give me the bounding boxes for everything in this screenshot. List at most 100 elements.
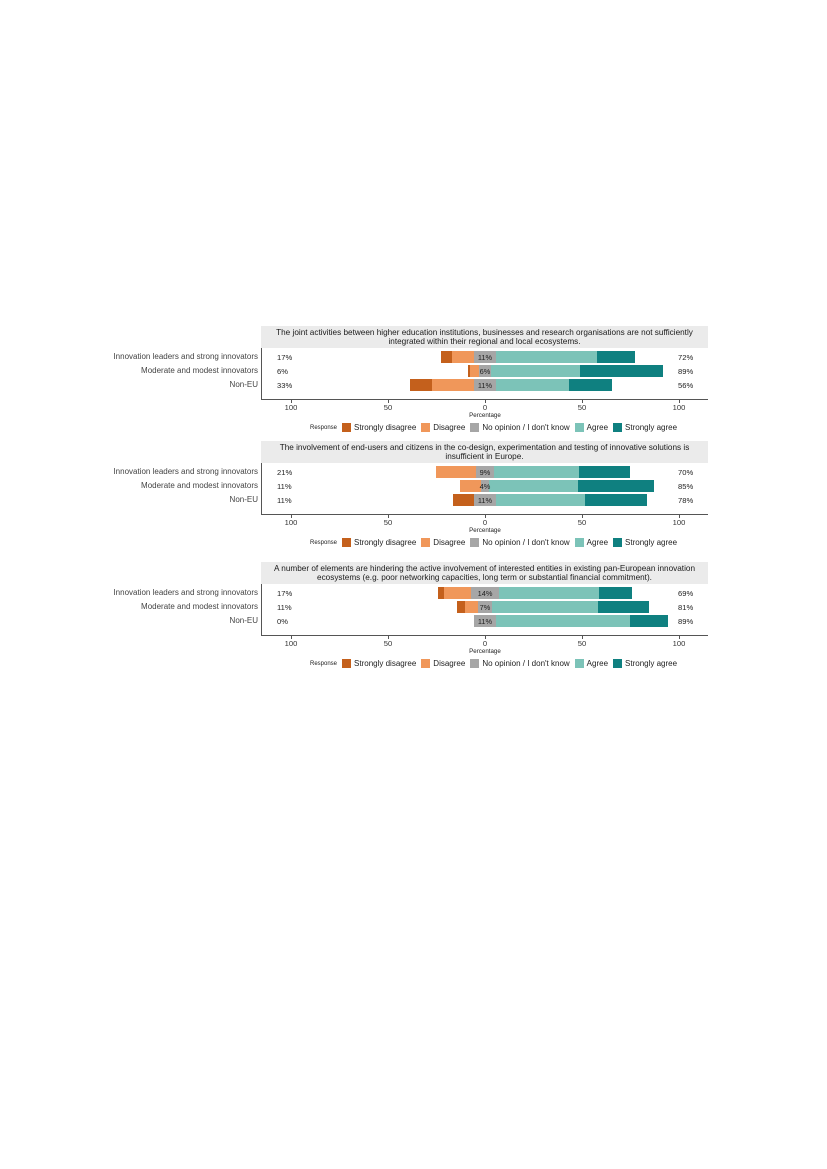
legend-label: Agree [586, 659, 609, 668]
neutral-percentage: 11% [477, 353, 493, 362]
legend-item: Agree [574, 538, 608, 547]
x-tick-mark [291, 400, 292, 403]
x-tick-label: 100 [284, 403, 298, 412]
legend-label: Disagree [433, 538, 466, 547]
bar-disagree [464, 601, 479, 613]
legend-label: Strongly disagree [354, 538, 417, 547]
x-tick-mark [679, 515, 680, 518]
legend-title: Response [310, 424, 338, 431]
neutral-percentage: 4% [479, 482, 491, 491]
x-tick-mark [679, 400, 680, 403]
bar-agree [495, 379, 570, 391]
legend-label: No opinion / I don't know [482, 659, 570, 668]
legend-label: Agree [586, 423, 609, 432]
x-tick-mark [582, 515, 583, 518]
legend-label: No opinion / I don't know [482, 538, 570, 547]
legend-item: Disagree [421, 423, 465, 432]
bar-no-opinion [474, 615, 496, 627]
legend-label: Strongly agree [625, 538, 678, 547]
bar-disagree [470, 365, 480, 377]
left-percentage: 17% [277, 589, 293, 598]
legend-item: Strongly disagree [342, 423, 416, 432]
row-label: Non-EU [229, 616, 258, 625]
x-axis-title: Percentage [469, 527, 501, 534]
row-label: Moderate and modest innovators [141, 481, 258, 490]
left-percentage: 0% [277, 617, 288, 626]
x-tick-mark [291, 636, 292, 639]
chart-title: A number of elements are hindering the a… [261, 562, 708, 584]
x-tick-mark [485, 400, 486, 403]
x-tick-label: 100 [672, 403, 686, 412]
x-tick-label: 100 [284, 639, 298, 648]
legend-item: Strongly agree [613, 659, 677, 668]
legend-swatch [470, 423, 480, 432]
legend-item: Strongly agree [613, 538, 677, 547]
x-tick-label: 0 [482, 518, 488, 527]
bar-strongly-disagree [452, 494, 475, 506]
legend-item: No opinion / I don't know [470, 538, 570, 547]
row-label: Non-EU [229, 380, 258, 389]
legend-item: Disagree [421, 538, 465, 547]
bar-agree [493, 466, 580, 478]
x-tick-mark [388, 400, 389, 403]
bar-no-opinion [481, 480, 489, 492]
chart-title: The joint activities between higher educ… [261, 326, 708, 348]
legend-label: Disagree [433, 423, 466, 432]
neutral-percentage: 11% [477, 381, 493, 390]
bar-strongly-disagree [456, 601, 465, 613]
legend-label: Strongly agree [625, 423, 678, 432]
right-percentage: 81% [678, 603, 694, 612]
right-percentage: 89% [678, 367, 694, 376]
x-tick-label: 100 [672, 518, 686, 527]
neutral-percentage: 6% [479, 367, 491, 376]
legend-swatch [342, 423, 352, 432]
legend-item: Disagree [421, 659, 465, 668]
neutral-percentage: 7% [479, 603, 491, 612]
left-percentage: 21% [277, 468, 293, 477]
x-tick-mark [679, 636, 680, 639]
right-percentage: 69% [678, 589, 694, 598]
row-label: Moderate and modest innovators [141, 366, 258, 375]
bar-agree [488, 480, 579, 492]
bar-no-opinion [476, 466, 494, 478]
left-percentage: 11% [277, 603, 292, 612]
legend-swatch [342, 538, 352, 547]
legend-label: Strongly agree [625, 659, 678, 668]
row-label: Non-EU [229, 495, 258, 504]
x-tick-label: 50 [577, 639, 587, 648]
bar-strongly-agree [579, 466, 630, 478]
bar-strongly-agree [599, 587, 633, 599]
bar-no-opinion [479, 365, 491, 377]
right-percentage: 85% [678, 482, 694, 491]
bar-strongly-agree [629, 615, 669, 627]
bar-no-opinion [474, 494, 496, 506]
x-tick-label: 100 [284, 518, 298, 527]
legend-item: No opinion / I don't know [470, 423, 570, 432]
left-percentage: 11% [277, 496, 292, 505]
legend-swatch [574, 538, 584, 547]
legend-label: No opinion / I don't know [482, 423, 570, 432]
x-tick-mark [485, 636, 486, 639]
bar-strongly-agree [584, 494, 647, 506]
neutral-percentage: 11% [477, 617, 493, 626]
x-tick-mark [388, 636, 389, 639]
right-percentage: 72% [678, 353, 694, 362]
legend: Response Strongly disagree Disagree No opin… [310, 423, 682, 432]
x-axis-title: Percentage [469, 412, 501, 419]
left-percentage: 11% [277, 482, 292, 491]
legend-title: Response [310, 539, 338, 546]
neutral-percentage: 14% [477, 589, 493, 598]
legend-item: Agree [574, 659, 609, 668]
row-label: Innovation leaders and strong innovators [113, 352, 258, 361]
bar-no-opinion [478, 601, 492, 613]
x-axis-title: Percentage [469, 648, 501, 655]
bar-no-opinion [474, 379, 496, 391]
bar-strongly-disagree [441, 351, 452, 363]
bar-strongly-agree [569, 379, 613, 391]
legend: Response Strongly disagree Disagree No opin… [310, 659, 682, 668]
x-tick-mark [582, 400, 583, 403]
bar-no-opinion [471, 587, 499, 599]
left-percentage: 33% [277, 381, 293, 390]
bar-strongly-agree [580, 365, 664, 377]
x-tick-label: 0 [482, 403, 488, 412]
